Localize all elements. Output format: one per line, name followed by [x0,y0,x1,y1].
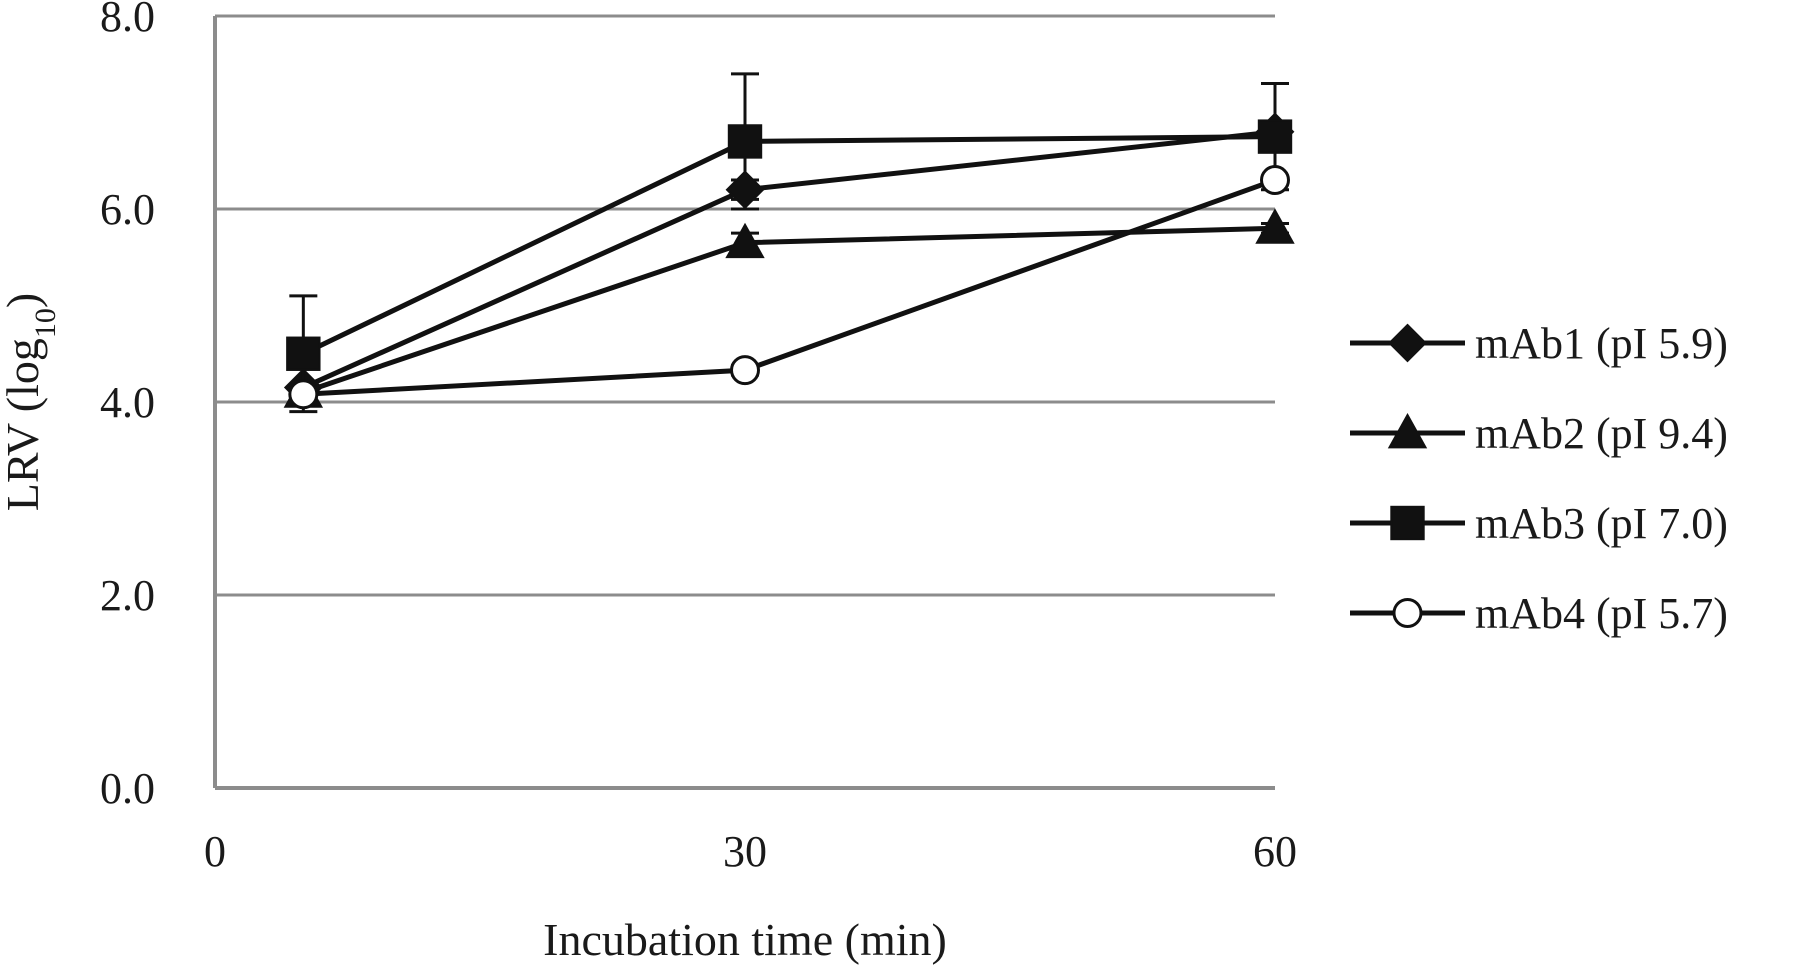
series-circle [288,165,1290,410]
data-point [725,222,765,259]
series-line [302,129,1276,390]
y-axis-label: LRV (log10) [0,293,62,511]
legend: mAb1 (pI 5.9) mAb2 (pI 9.4) mAb3 (pI 7.0) m… [1350,319,1728,638]
legend-label: mAb1 (pI 5.9) [1475,319,1728,368]
data-point [1255,208,1295,244]
y-tick-label: 2.0 [100,571,155,620]
legend-label: mAb4 (pI 5.7) [1475,589,1728,638]
x-axis-label: Incubation time (min) [543,914,947,965]
series-diamond [283,112,1295,407]
legend-marker [1388,323,1427,363]
legend-marker [1387,412,1428,449]
y-tick-label: 6.0 [100,185,155,234]
legend-marker [1392,598,1423,628]
y-tick-label: 0.0 [100,764,155,813]
data-point [730,355,760,386]
legend-item: mAb4 (pI 5.7) [1350,589,1728,638]
y-axis-ticks: 0.0 2.0 4.0 6.0 8.0 [100,0,155,813]
legend-item: mAb1 (pI 5.9) [1350,319,1728,368]
series-line [302,225,1276,395]
x-tick-label: 30 [723,827,767,876]
y-axis-label-base: LRV (log [0,338,48,511]
legend-marker [1390,505,1425,541]
legend-label: mAb2 (pI 9.4) [1475,409,1728,458]
legend-item: mAb3 (pI 7.0) [1350,499,1728,548]
x-tick-label: 0 [204,827,226,876]
data-point [727,124,763,159]
data-point [288,379,319,410]
series-triangle [283,208,1295,408]
legend-item: mAb2 (pI 9.4) [1350,409,1728,458]
x-tick-label: 60 [1253,827,1297,876]
y-tick-label: 4.0 [100,378,155,427]
y-axis-label-suffix: ) [0,293,48,308]
legend-label: mAb3 (pI 7.0) [1475,499,1728,548]
y-axis-label-subscript: 10 [29,308,62,338]
data-point [1260,165,1290,196]
data-point [286,336,321,371]
data-point [1257,119,1293,154]
x-axis-ticks: 0 30 60 [204,827,1297,876]
series-layer [283,72,1295,414]
series-line [303,177,1276,397]
y-tick-label: 8.0 [100,0,155,41]
